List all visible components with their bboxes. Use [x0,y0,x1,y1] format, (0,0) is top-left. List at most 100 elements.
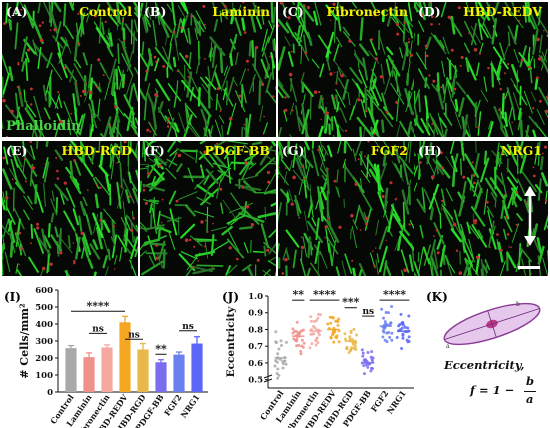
y-tick-label: 0.6 [248,359,263,369]
data-point [381,335,385,339]
scale-bar [518,266,540,269]
panel-label: (C) [282,4,304,19]
formula-lhs: f = 1 − [470,383,515,397]
data-point [300,338,304,342]
micrograph-panel-8: (H) NRG1 [414,141,548,276]
data-point [293,329,297,333]
y-tick-label: 0.5 [248,376,263,386]
data-point [345,346,349,350]
data-point [337,340,341,344]
data-point [309,315,313,319]
significance-label: **** [86,299,109,312]
y-tick-label: 1.0 [248,292,263,302]
data-point [274,330,278,334]
data-point [401,321,405,325]
significance-label: **** [383,288,406,301]
data-point [399,312,403,316]
data-point [309,319,313,323]
y-tick-label: 0.8 [248,325,263,335]
data-point [314,339,318,343]
data-point [397,324,401,328]
data-point [295,337,299,341]
data-point [299,349,303,353]
panel-label-k: (K) [426,290,448,304]
data-point [310,342,314,346]
data-point [349,331,353,335]
bar [65,348,77,392]
data-point [277,347,281,351]
data-point [407,335,411,339]
y-tick-label: 0.9 [248,309,263,319]
condition-title: Control [79,4,132,19]
axis-a-label: a [446,343,450,350]
data-point [316,316,320,320]
data-point [279,344,283,348]
data-point [344,337,348,341]
data-point [297,343,301,347]
y-tick-label: 400 [35,320,53,330]
significance-label: ns [182,322,194,332]
panel-label-i: (I) [4,290,21,304]
data-point [275,372,279,376]
bar [173,354,185,392]
data-point [385,340,389,344]
axis-b-label: b [516,301,520,308]
data-point [348,335,352,339]
data-point [362,364,366,368]
data-point [295,320,299,324]
data-point [380,307,384,311]
data-point [388,335,392,339]
y-tick-label: 0 [47,388,53,398]
stain-label: Phalloidin [6,119,81,134]
data-point [334,335,338,339]
data-point [300,329,304,333]
data-point [354,341,358,345]
y-tick-label: 300 [35,337,53,347]
data-point [276,352,280,356]
data-point [364,363,368,367]
data-point [299,352,303,356]
significance-label: **** [313,288,336,301]
eccentricity-scatter-chart: 0.50.60.70.80.91.0EccentricityControlLam… [225,288,414,428]
data-point [276,376,280,380]
data-point [367,362,371,366]
fiber-texture [140,2,276,137]
condition-title: Laminin [212,4,270,19]
panel-label: (D) [418,4,441,19]
data-point [382,330,386,334]
data-point [347,351,351,355]
significance-label: ns [362,307,374,317]
condition-title: NRG1 [500,143,542,158]
data-point [361,351,365,355]
data-point [390,338,394,342]
data-point [370,367,374,371]
data-point [331,316,335,320]
data-point [301,345,305,349]
micrograph-panel-1: (A) Control Phalloidin [2,2,138,137]
panel-label: (A) [6,4,28,19]
condition-title: PDGF-BB [204,143,270,158]
data-point [312,332,316,336]
data-point [366,350,370,354]
panel-label: (G) [282,143,305,158]
y-tick-label: 0.7 [248,342,263,352]
data-point [329,321,333,325]
data-point [371,356,375,360]
data-point [406,326,410,330]
data-point [326,322,330,326]
data-point [292,337,296,341]
data-point [316,312,320,316]
eccentricity-caption: Eccentricity, [444,358,525,372]
data-point [382,316,386,320]
data-point [369,369,373,373]
bar [83,357,95,392]
fraction-bar [524,391,536,392]
data-point [316,341,320,345]
data-point [274,359,278,363]
bar [137,349,149,392]
bar [119,322,131,392]
panel-label: (H) [418,143,442,158]
significance-label: ** [292,288,304,301]
formula-denominator: a [526,392,534,406]
